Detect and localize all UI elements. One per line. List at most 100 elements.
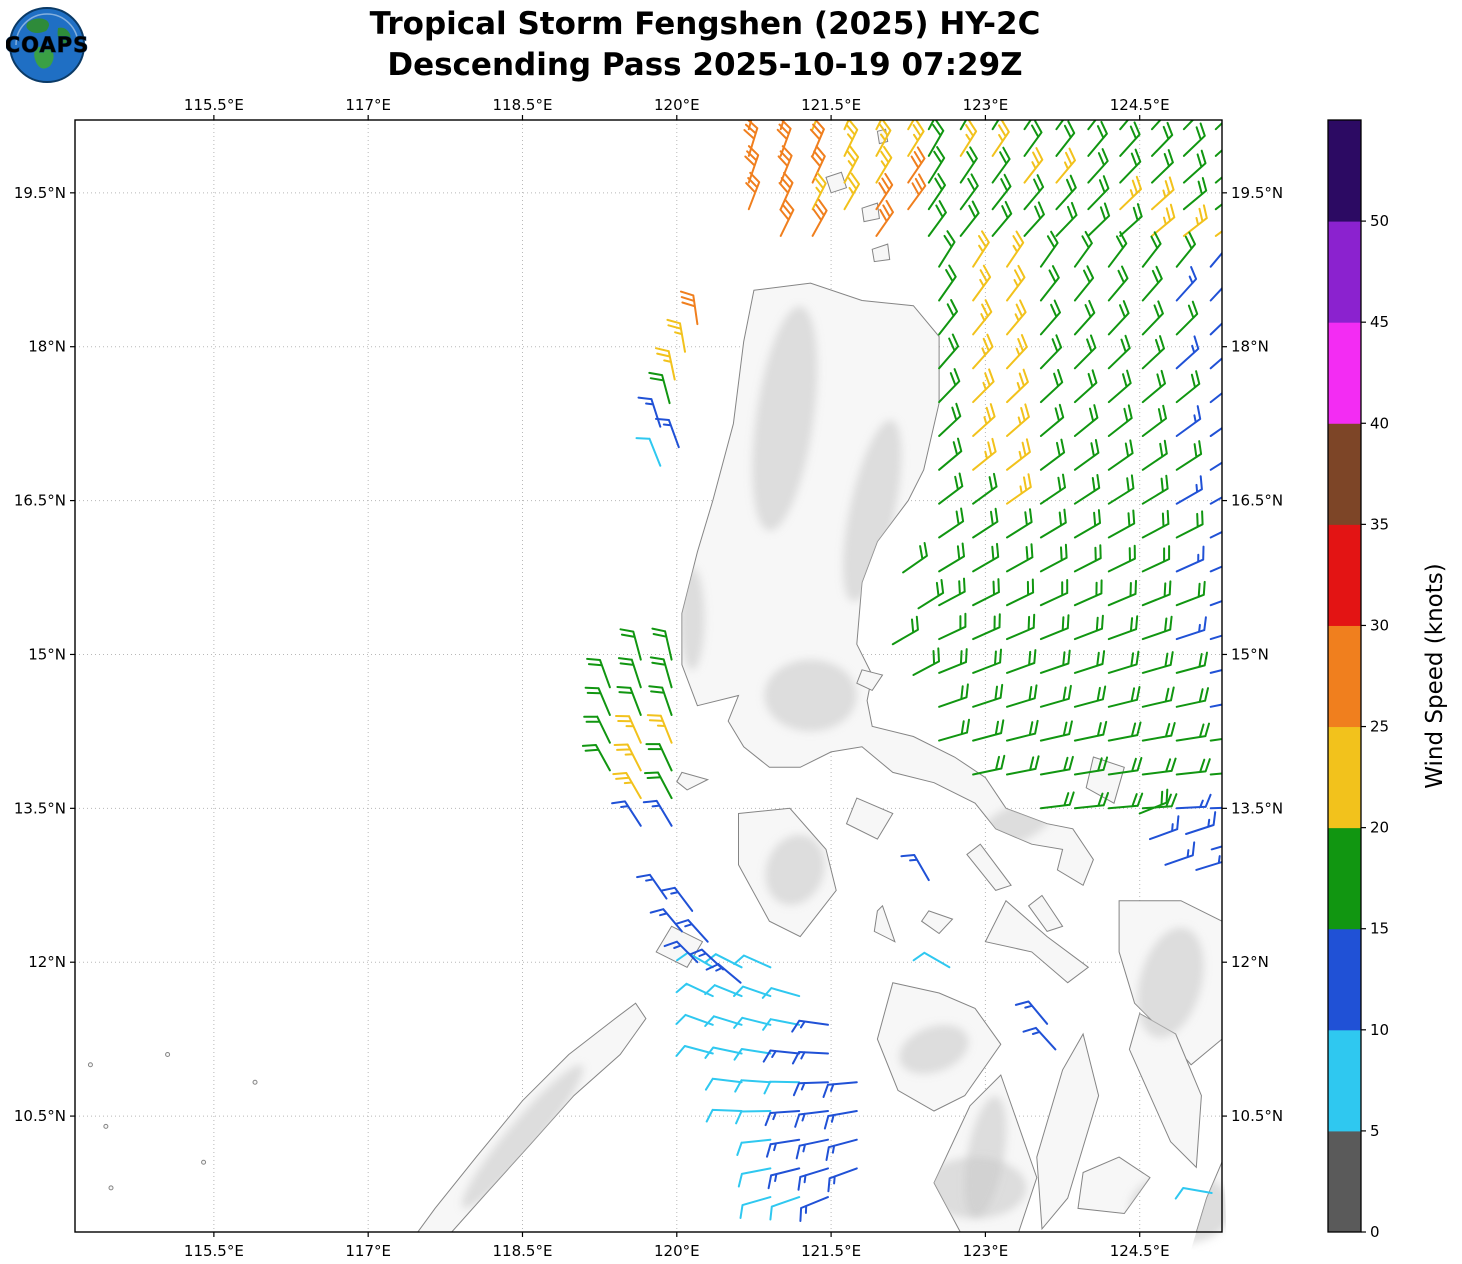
wind-barb [1107, 369, 1132, 404]
wind-barb [1119, 121, 1141, 157]
wind-barb [1039, 720, 1073, 742]
wind-barb [1175, 335, 1200, 370]
colorbar-tick: 45 [1370, 313, 1389, 331]
wind-barb [823, 1110, 858, 1130]
wind-barb [1141, 686, 1175, 708]
wind-barb [1182, 120, 1195, 131]
wind-barb [1055, 120, 1065, 131]
wind-barb [616, 686, 642, 716]
wind-barb [1175, 616, 1207, 641]
wind-barb [1039, 579, 1069, 607]
wind-barb [1141, 231, 1162, 268]
wind-barb [642, 799, 673, 827]
wind-barb [891, 615, 919, 646]
wind-barb [676, 951, 714, 969]
colorbar-tick: 35 [1370, 515, 1389, 533]
wind-barb [586, 657, 611, 689]
wind-barb [1214, 203, 1222, 211]
colorbar-axis-label: Wind Speed (knots) [1422, 563, 1448, 788]
lon-tick-top: 120°E [654, 96, 700, 114]
wind-barb [1006, 684, 1038, 708]
axis-tick-labels: 115.5°E 115.5°E 117°E 117°E 118.5°E 118.5°E 12… [14, 96, 1283, 1260]
wind-barb [1073, 579, 1103, 607]
wind-barb [1175, 405, 1202, 437]
wind-barb [636, 873, 668, 900]
wind-barb [1039, 299, 1061, 336]
wind-barb [1006, 264, 1026, 302]
wind-barb [679, 290, 699, 326]
wind-barb [938, 612, 967, 641]
island-masbate [984, 899, 1090, 984]
wind-barb [1023, 201, 1045, 237]
wind-barb [1039, 543, 1068, 573]
wind-barb [1209, 241, 1222, 268]
lat-tick-right: 18°N [1231, 338, 1269, 356]
wind-barb [1195, 855, 1222, 871]
wind-barb [1023, 174, 1045, 211]
wind-barb [809, 120, 825, 157]
lon-tick-top: 118.5°E [493, 96, 553, 114]
wind-barb [1209, 738, 1222, 742]
colorbar-segment [1328, 524, 1361, 626]
wind-barb [1151, 120, 1162, 131]
wind-barb [1006, 230, 1025, 268]
wind-barb [972, 719, 1005, 742]
wind-barb [875, 172, 894, 211]
wind-barb [959, 120, 968, 131]
wind-barb [1141, 404, 1167, 437]
lon-tick-top: 121.5°E [801, 96, 861, 114]
wind-barb [938, 333, 960, 370]
wind-barb [1039, 403, 1065, 437]
wind-barb [1182, 177, 1208, 211]
wind-barb [972, 542, 1000, 573]
wind-barb [704, 1077, 743, 1091]
wind-barb [612, 772, 642, 800]
wind-barb [1141, 722, 1176, 742]
wind-barb [1023, 147, 1044, 184]
wind-barb [907, 173, 927, 211]
wind-barb [825, 1138, 858, 1161]
wind-barb [991, 200, 1013, 237]
colorbar-tick: 10 [1370, 1021, 1389, 1039]
wind-barb [1107, 544, 1136, 573]
wind-barb [927, 120, 945, 157]
wind-barb [1138, 788, 1169, 815]
wind-barb [792, 1081, 829, 1097]
wind-barb [938, 683, 969, 708]
wind-barb [1055, 174, 1077, 211]
wind-barb [1209, 322, 1222, 336]
wind-barb [1209, 496, 1222, 505]
wind-barb [1107, 509, 1136, 539]
wind-barb [1209, 461, 1222, 471]
wind-barb [704, 984, 743, 998]
colorbar-segment [1328, 726, 1361, 829]
wind-barb [1214, 148, 1222, 157]
wind-barb [1023, 120, 1043, 157]
colorbar-segment [1328, 928, 1361, 1031]
wind-barb [1209, 426, 1222, 437]
wind-barb [907, 146, 926, 184]
wind-barb [615, 715, 642, 744]
wind-barb [1107, 650, 1140, 674]
wind-barb [776, 120, 792, 157]
wind-barb [762, 1049, 801, 1063]
wind-barb [1073, 230, 1093, 268]
wind-barb [927, 173, 946, 211]
wind-barb [1014, 1000, 1049, 1025]
wind-barb [733, 954, 772, 969]
wind-barb [1087, 120, 1108, 157]
islet [108, 1185, 114, 1191]
lat-tick-left: 12°N [28, 953, 66, 971]
wind-barb [646, 714, 673, 744]
wind-barb [736, 1138, 772, 1156]
grid-lines [75, 120, 1222, 1232]
wind-barb [1039, 614, 1070, 641]
wind-barb [1073, 369, 1098, 404]
wind-barb [1151, 149, 1174, 184]
wind-barb [1073, 404, 1099, 437]
island-catanduanes [1085, 756, 1125, 804]
wind-barb [1039, 438, 1066, 471]
wind-barb [791, 1019, 829, 1033]
island-luzon [681, 282, 1094, 887]
wind-barb [972, 648, 1002, 674]
